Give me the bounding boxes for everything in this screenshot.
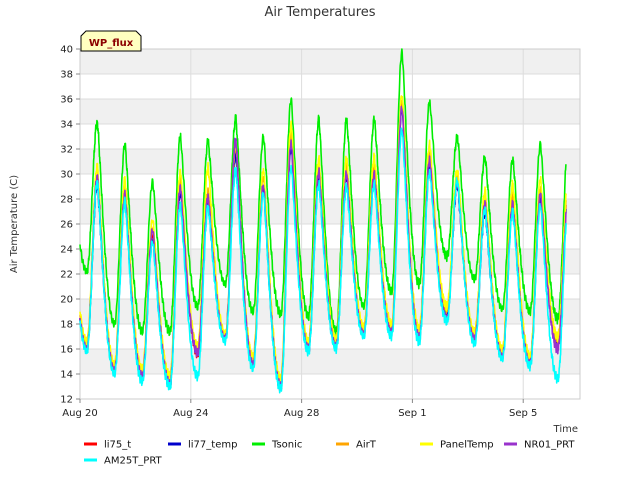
y-tick-label: 24 — [60, 245, 73, 256]
y-tick-label: 30 — [60, 170, 73, 181]
legend-label: AM25T_PRT — [104, 456, 163, 467]
y-tick-label: 38 — [60, 70, 73, 81]
plot-band — [80, 49, 580, 74]
y-tick-label: 36 — [60, 95, 73, 106]
y-tick-label: 40 — [60, 45, 73, 56]
x-tick-label: Aug 20 — [62, 408, 97, 419]
badge-label: WP_flux — [89, 38, 134, 49]
x-tick-label: Aug 28 — [284, 408, 319, 419]
series-line-tsonic — [79, 48, 567, 337]
legend-label: PanelTemp — [440, 440, 494, 451]
chart-title: Air Temperatures — [264, 5, 375, 20]
y-tick-label: 32 — [60, 145, 73, 156]
wp-flux-badge: WP_flux — [80, 30, 142, 52]
series-line-am25t-prt — [79, 127, 567, 394]
plot-band — [80, 249, 580, 274]
legend-label: NR01_PRT — [524, 440, 575, 451]
plot-band — [80, 349, 580, 374]
y-axis-label: Air Temperature (C) — [9, 175, 20, 273]
y-tick-label: 12 — [60, 395, 73, 406]
plot-band — [80, 149, 580, 174]
y-tick-label: 22 — [60, 270, 73, 281]
y-axis-ticks: 12 14 16 18 20 22 24 26 28 30 32 34 36 38 40 — [60, 45, 80, 406]
y-tick-label: 18 — [60, 320, 73, 331]
legend-label: Tsonic — [271, 440, 302, 451]
legend-label: li75_t — [104, 440, 131, 451]
badge-shape — [80, 30, 142, 52]
y-tick-label: 28 — [60, 195, 73, 206]
y-tick-label: 20 — [60, 295, 73, 306]
plot-band — [80, 199, 580, 224]
x-axis-ticks: Aug 20 Aug 24 Aug 28 Sep 1 Sep 5 — [62, 399, 537, 419]
legend: li75_t li77_temp Tsonic AirT PanelTemp NR01_P… — [84, 440, 575, 467]
y-tick-label: 34 — [60, 120, 73, 131]
legend-label: AirT — [356, 440, 377, 451]
legend-label: li77_temp — [188, 440, 237, 451]
x-tick-label: Sep 5 — [509, 408, 537, 419]
y-tick-label: 14 — [60, 370, 73, 381]
plot-band — [80, 99, 580, 124]
series-layer — [79, 48, 567, 394]
x-axis-label: Time — [553, 424, 578, 435]
y-tick-label: 26 — [60, 220, 73, 231]
x-tick-label: Aug 24 — [173, 408, 208, 419]
y-tick-label: 16 — [60, 345, 73, 356]
plot-bands — [80, 49, 580, 374]
x-tick-label: Sep 1 — [398, 408, 426, 419]
